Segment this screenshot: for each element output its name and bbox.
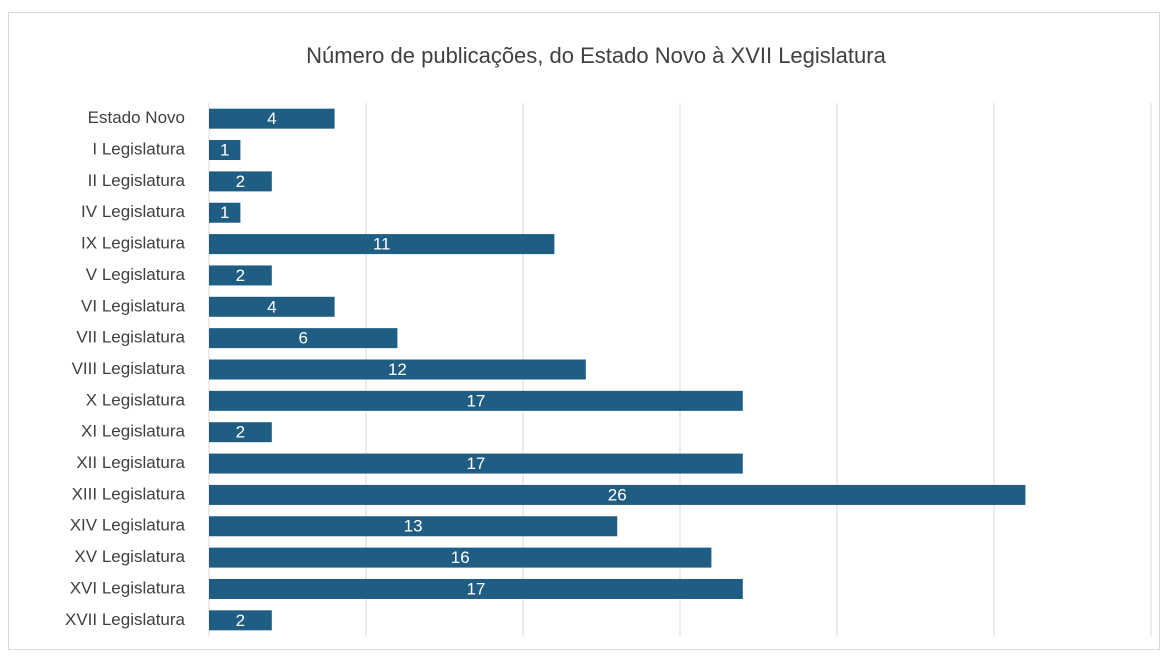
bar [209, 171, 272, 192]
bar [209, 547, 712, 568]
bar [209, 108, 335, 129]
y-tick-label: XVI Legislatura [70, 578, 186, 597]
bar [209, 578, 743, 599]
y-tick-label: VI Legislatura [81, 296, 185, 315]
data-label: 4 [267, 297, 276, 316]
data-label: 17 [466, 579, 485, 598]
y-tick-label: XI Legislatura [81, 422, 185, 441]
y-tick-label: XV Legislatura [74, 547, 185, 566]
y-tick-label: V Legislatura [86, 265, 186, 284]
data-label: 6 [298, 329, 307, 348]
y-tick-label: XII Legislatura [76, 453, 185, 472]
data-label: 2 [236, 611, 245, 630]
bar [209, 296, 335, 317]
data-label: 17 [466, 391, 485, 410]
bar [209, 390, 743, 411]
y-tick-label: I Legislatura [92, 140, 185, 159]
bar [209, 265, 272, 286]
bar [209, 234, 555, 255]
y-tick-label: II Legislatura [88, 171, 186, 190]
bar [209, 453, 743, 474]
data-label: 26 [608, 485, 627, 504]
y-tick-label: X Legislatura [86, 390, 186, 409]
data-label: 17 [466, 454, 485, 473]
data-label: 12 [388, 360, 407, 379]
bar [209, 328, 398, 349]
bar [209, 202, 241, 223]
data-label: 2 [236, 266, 245, 285]
bar [209, 610, 272, 631]
bar [209, 516, 618, 537]
chart-border [8, 12, 1160, 650]
chart-title: Número de publicações, do Estado Novo à … [306, 43, 886, 68]
data-label: 1 [220, 141, 229, 160]
data-label: 2 [236, 423, 245, 442]
bar [209, 422, 272, 443]
y-tick-label: Estado Novo [88, 108, 185, 127]
data-label: 13 [404, 517, 423, 536]
data-label: 2 [236, 172, 245, 191]
y-tick-label: IX Legislatura [81, 234, 185, 253]
bar [209, 359, 586, 380]
y-tick-label: XVII Legislatura [65, 610, 186, 629]
data-label: 4 [267, 109, 276, 128]
data-label: 16 [451, 548, 470, 567]
y-tick-label: VII Legislatura [76, 328, 185, 347]
y-tick-label: VIII Legislatura [72, 359, 186, 378]
data-label: 11 [373, 235, 391, 254]
bar [209, 140, 241, 161]
y-tick-label: XIV Legislatura [70, 516, 186, 535]
data-label: 1 [220, 203, 229, 222]
bar [209, 484, 1026, 505]
y-tick-label: IV Legislatura [81, 202, 185, 221]
y-tick-label: XIII Legislatura [72, 484, 186, 503]
